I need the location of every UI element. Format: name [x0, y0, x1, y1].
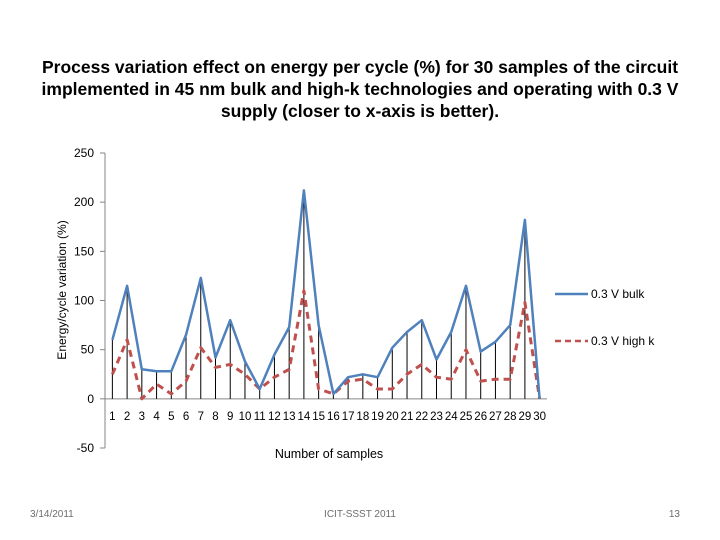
x-tick-label: 29	[519, 411, 532, 423]
footer-center-text: ICIT-SSST 2011	[324, 509, 396, 520]
x-tick-label: 30	[533, 411, 546, 423]
x-tick-label: 11	[254, 411, 266, 423]
x-tick-label: 10	[239, 411, 252, 423]
x-tick-label: 25	[460, 411, 473, 423]
series-line	[111, 289, 542, 401]
x-tick-label: 14	[298, 411, 311, 423]
x-tick-label: 8	[212, 411, 218, 423]
y-tick-label: -50	[77, 441, 95, 455]
y-tick-label: 250	[74, 146, 94, 160]
y-tick-label: 100	[74, 294, 94, 308]
slide-title: Process variation effect on energy per c…	[41, 57, 679, 121]
x-tick-label: 1	[109, 411, 115, 423]
footer-date: 3/14/2011	[30, 509, 74, 520]
x-tick-label: 23	[430, 411, 443, 423]
axes	[100, 152, 547, 449]
x-tick-label: 4	[153, 411, 160, 423]
x-tick-label: 24	[445, 411, 458, 423]
x-tick-label: 26	[474, 411, 487, 423]
page-number: 13	[668, 509, 680, 520]
x-tick-label: 17	[342, 411, 355, 423]
x-tick-label: 16	[327, 411, 340, 423]
legend-entry: 0.3 V high k	[591, 334, 655, 348]
x-tick-label: 13	[283, 411, 296, 423]
x-tick-label: 7	[198, 411, 204, 423]
legend-entry: 0.3 V bulk	[591, 287, 645, 301]
series-line	[111, 189, 541, 399]
x-tick-label: 6	[183, 411, 189, 423]
x-tick-label: 28	[504, 411, 517, 423]
x-tick-label: 9	[227, 411, 233, 423]
y-tick-label: 150	[74, 244, 94, 258]
y-tick-label: 0	[87, 392, 94, 406]
x-tick-label: 12	[268, 411, 281, 423]
x-tick-label: 5	[168, 411, 174, 423]
x-axis-label: Number of samples	[275, 447, 383, 461]
y-tick-label: 50	[81, 343, 95, 357]
x-tick-label: 3	[139, 411, 145, 423]
x-tick-label: 19	[371, 411, 384, 423]
legend: 0.3 V bulk 0.3 V high k	[555, 287, 655, 348]
x-tick-label: 20	[386, 411, 399, 423]
x-tick-label: 27	[489, 411, 502, 423]
x-tick-label: 2	[124, 411, 130, 423]
x-tick-label: 21	[401, 411, 414, 423]
x-tick-label: 22	[415, 411, 428, 423]
x-tick-label: 15	[312, 411, 325, 423]
y-tick-label: 200	[74, 195, 94, 209]
x-tick-label: 18	[356, 411, 369, 423]
series-group	[111, 189, 542, 401]
y-axis-label: Energy/cycle variation (%)	[55, 220, 69, 359]
